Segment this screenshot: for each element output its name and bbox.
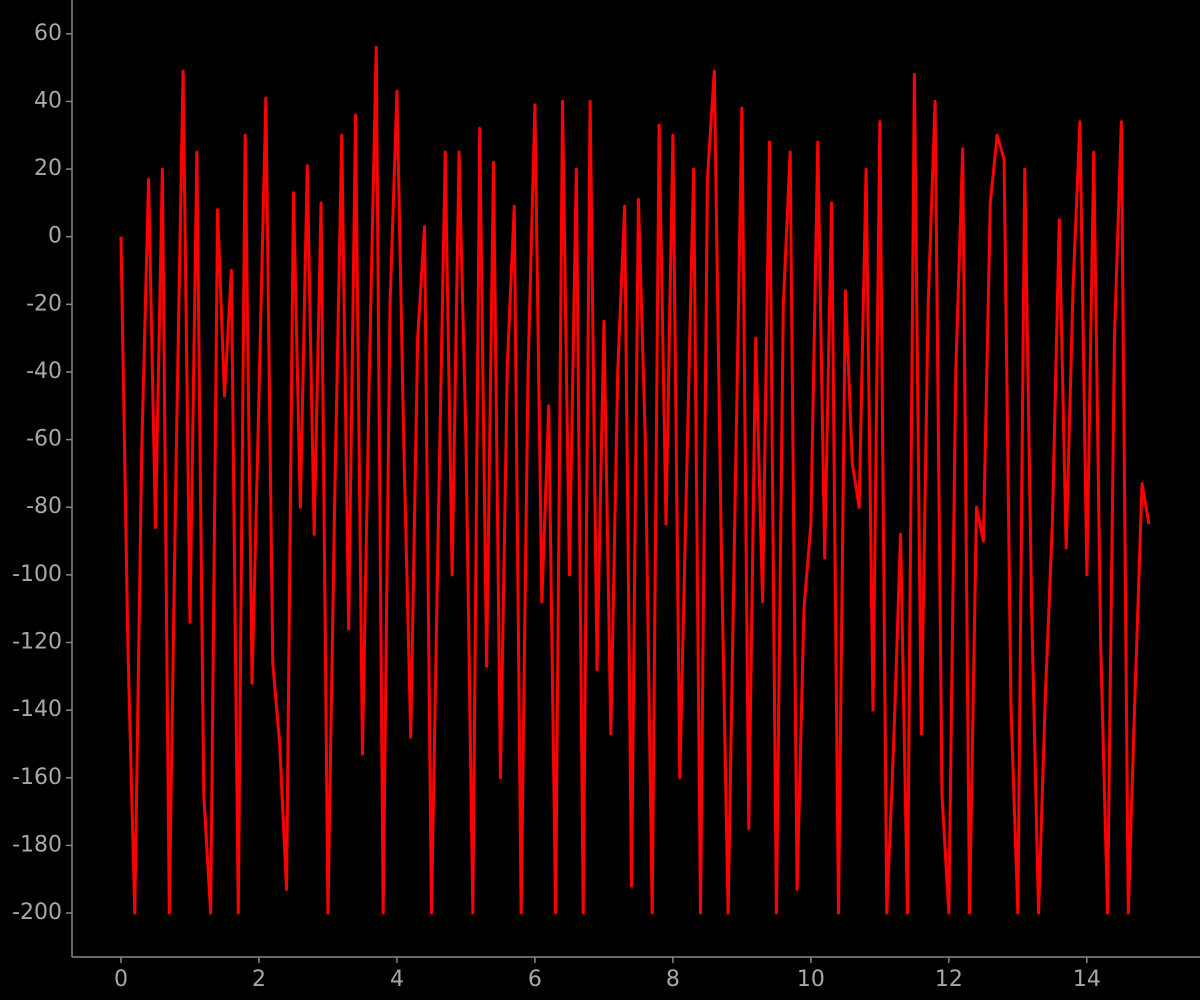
y-tick-label: 40 <box>34 88 62 113</box>
y-tick-label: -160 <box>12 765 62 790</box>
y-tick-label: 60 <box>34 21 62 46</box>
y-tick-label: -20 <box>26 291 62 316</box>
x-tick-label: 12 <box>935 967 963 992</box>
y-tick-label: -100 <box>12 562 62 587</box>
y-tick-label: -60 <box>26 427 62 452</box>
y-tick-label: -40 <box>26 359 62 384</box>
y-tick-label: -200 <box>12 900 62 925</box>
y-tick-label: 20 <box>34 156 62 181</box>
x-tick-label: 8 <box>666 967 680 992</box>
x-tick-label: 14 <box>1073 967 1101 992</box>
y-tick-label: -80 <box>26 494 62 519</box>
x-tick-label: 6 <box>528 967 542 992</box>
x-tick-label: 10 <box>797 967 825 992</box>
x-tick-label: 4 <box>390 967 404 992</box>
y-tick-label: -120 <box>12 630 62 655</box>
x-tick-label: 0 <box>114 967 128 992</box>
data-line <box>119 45 1151 915</box>
y-tick-label: -180 <box>12 832 62 857</box>
y-tick-label: 0 <box>48 224 62 249</box>
x-tick-label: 2 <box>252 967 266 992</box>
y-tick-label: -140 <box>12 697 62 722</box>
